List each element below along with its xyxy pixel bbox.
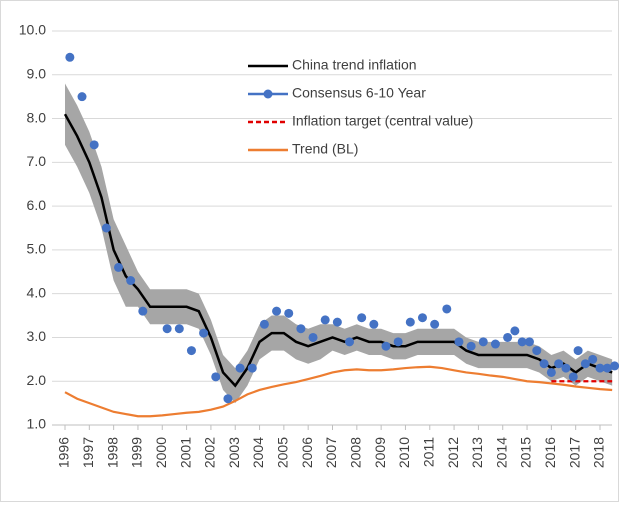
x-tick-label: 2012 [445,437,461,468]
legend-label: Consensus 6-10 Year [292,85,426,101]
y-tick-label: 2.0 [27,372,47,388]
data-point [284,308,294,318]
data-point [332,317,342,327]
series-line [64,365,613,418]
y-tick-label: 1.0 [27,416,47,432]
data-point [296,324,306,334]
confidence-band [65,83,613,404]
data-point [539,359,549,369]
data-point [602,363,612,373]
data-point [101,223,111,233]
x-tick-label: 2003 [226,437,242,468]
x-tick-label: 2004 [250,437,266,468]
data-point [466,341,476,351]
data-point [595,363,605,373]
data-point [417,313,427,323]
data-point [211,372,221,382]
x-tick-label: 2015 [518,437,534,468]
y-tick-label: 3.0 [27,328,47,344]
data-point [442,304,452,314]
y-tick-label: 6.0 [27,197,47,213]
data-point [573,346,583,356]
data-point [524,337,534,347]
data-point [546,367,556,377]
y-tick-label: 7.0 [27,153,47,169]
legend-label: Trend (BL) [292,141,358,157]
data-point [369,319,379,329]
data-point [186,346,196,356]
data-point [568,372,578,382]
x-tick-label: 2008 [348,437,364,468]
data-point [490,339,500,349]
x-tick-label: 2006 [299,437,315,468]
x-tick-label: 1997 [80,437,96,468]
x-tick-label: 2017 [566,437,582,468]
data-point [199,328,209,338]
data-point [554,359,564,369]
data-point [174,324,184,334]
data-point [308,332,318,342]
data-point [561,363,571,373]
x-tick-label: 2016 [542,437,558,468]
y-tick-label: 4.0 [27,284,47,300]
series-line [63,113,613,388]
data-point [610,361,619,371]
data-point [259,319,269,329]
x-tick-label: 1998 [104,437,120,468]
data-point [357,313,367,323]
data-point [138,306,148,316]
data-point [223,394,233,404]
data-point [517,337,527,347]
x-tick-label: 2009 [372,437,388,468]
legend-label: Inflation target (central value) [292,113,473,129]
data-point [405,317,415,327]
x-tick-label: 2011 [420,437,436,467]
x-tick-label: 2007 [323,437,339,468]
y-tick-label: 8.0 [27,109,47,125]
x-tick-label: 2018 [591,437,607,468]
data-point [580,359,590,369]
y-tick-label: 5.0 [27,241,47,257]
x-tick-label: 2010 [396,437,412,468]
data-point [77,92,87,102]
x-tick-label: 1996 [56,437,72,468]
data-point [588,354,598,364]
x-tick-label: 2001 [177,437,193,468]
data-point [272,306,282,316]
data-point [162,324,172,334]
x-tick-label: 2013 [469,437,485,468]
data-point [503,332,513,342]
data-point [510,326,520,336]
x-tick-label: 1999 [129,437,145,468]
data-point [430,319,440,329]
x-tick-label: 2000 [153,437,169,468]
y-tick-label: 10.0 [19,22,46,38]
legend-label: China trend inflation [292,57,417,73]
x-tick-label: 2002 [202,437,218,468]
data-point [381,341,391,351]
data-point [454,337,464,347]
data-point [345,337,355,347]
data-point [478,337,488,347]
data-point [89,140,99,150]
y-tick-label: 9.0 [27,65,47,81]
legend-marker [263,89,273,99]
data-point [235,363,245,373]
data-point [114,262,123,272]
x-tick-label: 2005 [275,437,291,468]
data-point [393,337,403,347]
data-point [247,363,257,373]
data-point [126,276,136,286]
x-tick-label: 2014 [493,437,509,468]
data-point [65,52,75,62]
data-point [320,315,330,325]
data-point [532,346,542,356]
